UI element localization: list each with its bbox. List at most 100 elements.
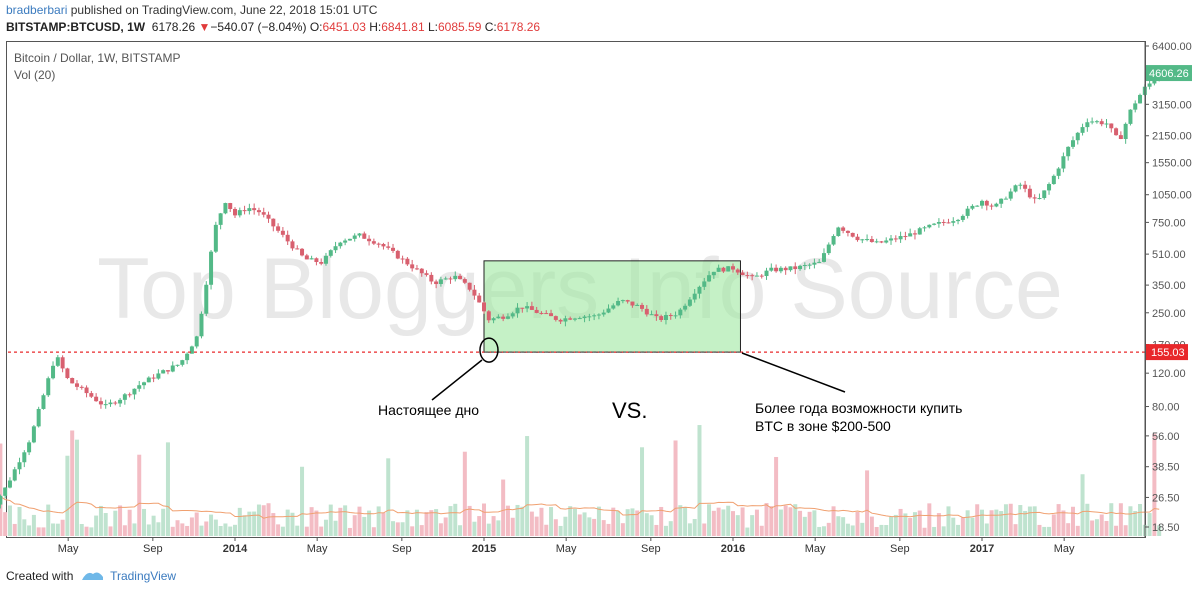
vs-annotation: VS. [612,398,647,423]
volume-bar [1051,514,1056,536]
volume-bar [807,511,812,536]
candle-body [357,233,362,236]
volume-bar [161,508,166,536]
volume-bar [304,526,309,536]
x-tick-label: May [58,543,79,555]
candle-body [1051,175,1056,185]
volume-bar [280,526,285,536]
volume-bar [156,522,161,536]
volume-bar [860,522,865,536]
volume-bar [659,506,664,536]
volume-bar [798,510,803,536]
volume-bar [376,506,381,536]
candle-body [156,373,161,379]
candle-body [510,313,515,317]
volume-bar [343,505,348,536]
candle-body [185,353,190,361]
author-link[interactable]: bradberbari [6,3,68,17]
volume-bar [180,523,185,536]
candle-body [0,495,3,505]
candle-body [362,233,367,239]
candle-body [640,304,645,309]
zone-annotation-line2: BTC в зоне $200-500 [755,418,891,434]
candle-body [165,370,170,372]
volume-bar [17,507,22,536]
candle-body [405,258,410,265]
low-value: 6085.59 [437,20,482,34]
support-price-tag [1146,344,1188,361]
candle-body [434,281,439,285]
tradingview-link[interactable]: TradingView [110,569,177,583]
candle-body [477,295,482,303]
candle-body [151,377,156,379]
volume-bar [1118,503,1123,536]
created-with-text: Created with [6,569,74,583]
candle-body [213,224,218,252]
volume-bar [821,526,826,536]
volume-bar [841,517,846,536]
volume-bar [750,515,755,536]
volume-bar [1085,503,1090,536]
volume-bar [845,523,850,536]
volume-bar [391,521,396,536]
volume-bar [151,515,156,536]
candle-body [663,315,668,321]
volume-bar [352,515,357,536]
candle-body [1013,185,1018,192]
volume-ma-line [0,495,1160,519]
volume-bar [1094,519,1099,536]
candle-body [132,388,137,395]
candle-body [1018,184,1023,186]
volume-bar [908,517,913,536]
volume-bar [491,516,496,536]
x-tick-label: May [307,543,328,555]
candle-body [1066,146,1071,157]
y-tick-label: 80.00 [1152,402,1180,414]
candle-body [807,264,812,266]
volume-bar [951,517,956,536]
candle-body [31,426,36,443]
volume-bar [932,526,937,536]
candle-body [568,318,573,320]
volume-bar [606,523,611,536]
candle-body [486,311,491,321]
candle-body [55,357,60,366]
candle-body [778,267,783,272]
volume-bar [850,525,855,536]
open-label: O: [309,20,323,34]
volume-bar [960,517,965,536]
volume-bar [735,515,740,536]
volume-bar [462,451,467,536]
candle-body [951,221,956,223]
x-tick-label: Sep [392,543,412,555]
volume-bar [381,512,386,536]
candle-body [774,267,779,272]
candle-body [41,395,46,409]
volume-bar [649,515,654,536]
y-tick-label: 2150.00 [1152,131,1192,143]
volume-bar [663,525,668,536]
volume-bar [745,527,750,536]
candle-body [601,312,606,315]
volume-bar [472,521,477,536]
candle-body [769,267,774,271]
y-tick-label: 18.50 [1152,522,1180,534]
volume-bar [903,513,908,536]
candle-body [644,308,649,315]
candle-body [865,239,870,241]
candle-body [970,205,975,209]
volume-bar [1027,506,1032,536]
candle-body [793,266,798,270]
volume-bar [27,525,32,536]
candle-body [836,227,841,237]
volume-bar [769,506,774,536]
volume-bar [290,512,295,536]
volume-bar [587,517,592,536]
volume-bar [687,523,692,536]
candle-body [199,313,204,337]
candle-body [367,238,372,242]
candle-body [261,212,266,215]
candle-body [1104,123,1109,125]
volume-bar [539,507,544,536]
